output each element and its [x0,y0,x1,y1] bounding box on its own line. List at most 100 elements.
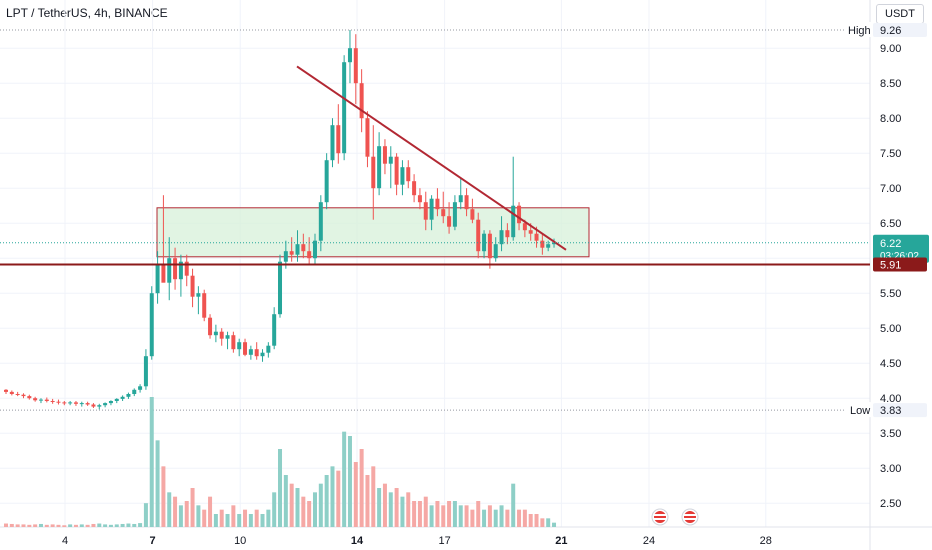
candle-body [540,240,545,248]
volume-bar [417,501,422,527]
us-flag-icon-fill [654,511,666,523]
us-flag-icon-fill [684,511,696,523]
volume-bar [219,509,224,527]
candle-body [44,399,49,401]
volume-bar [208,496,213,527]
candle-body [4,389,8,392]
volume-bar [289,483,294,527]
volume-bar [546,518,551,527]
volume-bar [394,488,399,527]
candle-body [499,230,504,245]
candle-body [202,293,207,318]
candle-body [132,389,137,394]
candle-body [505,230,510,238]
volume-bar [167,492,172,527]
volume-bar [184,501,189,527]
candle-body [441,209,446,217]
volume-bar [447,501,452,527]
time-tick-label: 10 [234,535,246,547]
price-tick-label: 6.50 [880,218,901,230]
volume-bar [21,524,26,527]
candle-body [330,125,335,161]
candle-body [278,261,283,315]
volume-bar [511,483,516,527]
volume-bar [15,524,20,527]
candle-body [406,167,411,182]
volume-bar [499,505,504,527]
volume-bar [56,524,61,527]
volume-bar [388,492,393,527]
volume-bar [278,449,283,527]
candle-body [359,83,364,119]
volume-bar [260,514,265,527]
volume-bar [528,514,533,527]
candle-body [464,195,469,210]
volume-bar [307,501,312,527]
volume-bar [487,505,492,527]
support-value-label-bg [873,257,927,272]
high-value-label-bg [873,23,927,37]
price-tick-label: 4.50 [880,358,901,370]
candle-body [336,125,341,154]
last-price-countdown: 03:26:02 [880,251,919,262]
volume-bar [79,524,84,527]
candle-body [50,401,55,402]
candle-body [120,396,125,399]
price-tick-label: 2.50 [880,498,901,510]
candle-body [493,244,498,259]
candle-body [435,198,440,210]
volume-bar [517,509,522,527]
volume-bar [552,522,557,527]
price-tick-label: 5.00 [880,323,901,335]
candle-body [447,216,452,227]
candle-body [487,233,492,259]
candle-body [91,404,96,407]
volume-bar [91,523,96,527]
candle-body [347,48,352,63]
candle-body [97,405,102,407]
candle-body [546,244,551,248]
volume-bar [464,505,469,527]
candle-body [476,219,481,252]
volume-bar [429,505,434,527]
volume-bar [435,501,440,527]
price-tick-label: 9.00 [880,43,901,55]
volume-bar [33,524,38,527]
candle-body [167,258,172,283]
price-tick-label: 8.50 [880,78,901,90]
volume-bar [353,462,358,527]
candle-body [400,167,405,185]
candle-body [79,403,84,405]
volume-bar [318,483,323,527]
candle-body [470,209,475,220]
volume-bar [38,523,43,527]
low-tag-bg [846,402,872,418]
price-tick-label: 8.00 [880,113,901,125]
candle-body [412,181,417,196]
candle-body [423,202,428,220]
volume-bar [225,514,230,527]
candles [4,30,557,410]
candle-body [517,205,522,224]
high-value-label: 9.26 [880,25,901,37]
candle-body [21,394,26,397]
volume-bar [312,492,317,527]
volume-bar [213,514,218,527]
volume-bar [126,523,131,527]
volume-bar [493,509,498,527]
volume-bar [143,503,148,527]
volume-bar [103,524,108,527]
volume-bar [482,509,487,527]
us-flag-stripe [684,514,696,516]
volume-bar [231,505,236,527]
candle-body [260,352,265,357]
candle-body [126,394,131,397]
candle-body [155,265,160,294]
volume-bar [359,449,364,527]
candle-body [15,394,20,395]
candle-body [196,293,201,297]
volume-bar [505,509,510,527]
time-tick-label: 4 [62,535,68,547]
